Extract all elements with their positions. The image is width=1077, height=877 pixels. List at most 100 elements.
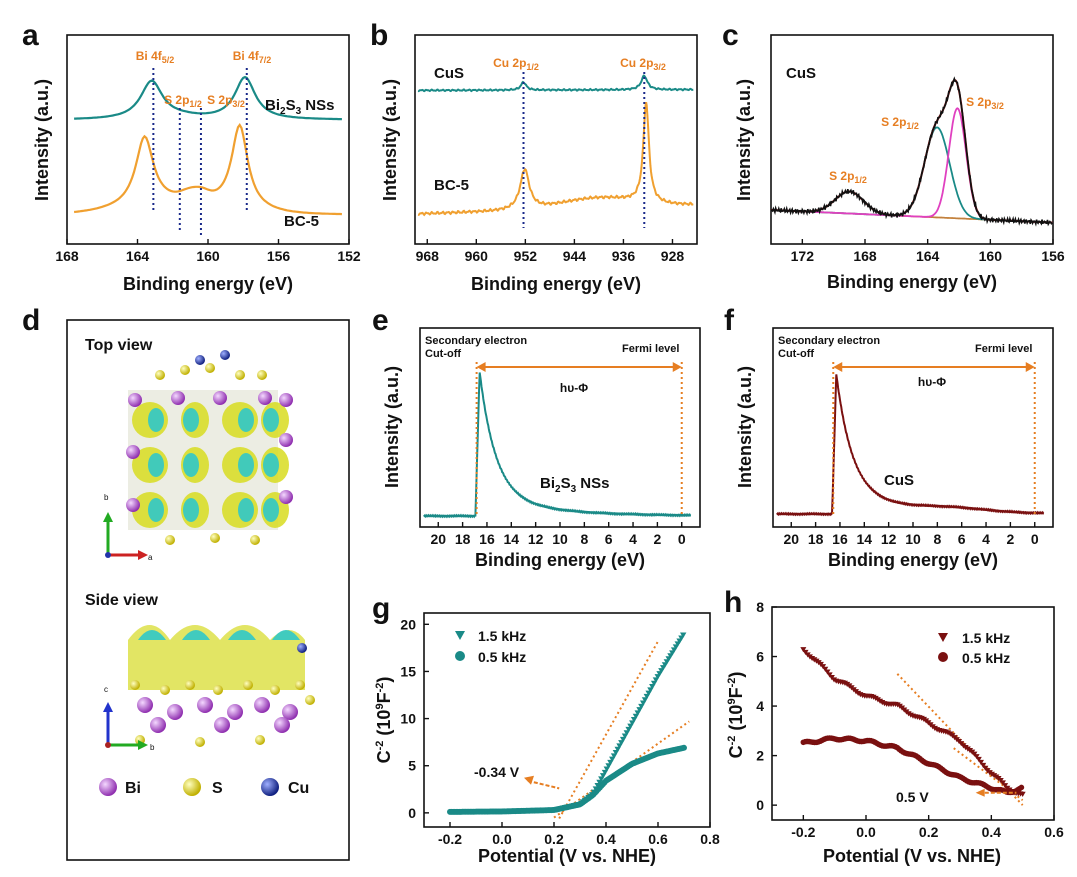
x-tick-label: 16 <box>479 531 495 547</box>
plot-frame-g <box>423 612 711 828</box>
atom-s <box>205 363 215 373</box>
y-tick-label: 0 <box>756 797 764 813</box>
data-point-15khz <box>1002 783 1009 789</box>
side-view-structure <box>128 625 315 747</box>
atom-s <box>210 533 220 543</box>
orbital-lobe <box>148 408 164 432</box>
legend-marker-15khz <box>938 633 948 642</box>
atom-s <box>130 680 140 690</box>
legend-marker-15khz <box>455 631 465 640</box>
flatband-arrowhead <box>975 788 985 797</box>
atom-bi <box>167 704 183 720</box>
atom-s <box>235 370 245 380</box>
atom-bi <box>227 704 243 720</box>
series-label-bc5-b: BC-5 <box>434 177 469 194</box>
y-tick-label: 8 <box>756 599 764 615</box>
atom-legend: Bi S Cu <box>99 778 309 797</box>
x-tick-label: 14 <box>857 531 873 547</box>
atom-s <box>270 685 280 695</box>
axis-triad-top: b a <box>103 493 153 562</box>
atom-s <box>155 370 165 380</box>
plot-frame-f <box>772 327 1054 528</box>
orbital-lobe <box>263 453 279 477</box>
axis-ticks-h: -0.2 0.0 0.2 0.4 0.6 0 2 4 6 8 <box>756 599 1064 840</box>
hv-arrowhead-right <box>672 362 682 372</box>
cutoff-label-f-1: Secondary electron <box>778 335 880 347</box>
atom-s <box>213 685 223 695</box>
ups-spectrum-cus <box>776 374 1045 517</box>
atom-bi <box>150 717 166 733</box>
panel-d: d Top view Side view b a <box>22 304 350 861</box>
y-axis-label-a: Intensity (a.u.) <box>32 79 52 201</box>
x-tick-label: 4 <box>629 531 637 547</box>
panel-e: e Binding energy (eV) Intensity (a.u.) 2… <box>372 304 701 570</box>
peak-label-c-2: S 2p1/2 <box>881 115 919 131</box>
legend-marker-05khz <box>938 652 948 662</box>
panel-c: c Binding energy (eV) Intensity (a.u.) 1… <box>722 19 1065 292</box>
atom-s <box>165 535 175 545</box>
y-tick-label: 0 <box>408 805 416 821</box>
legend-swatch-cu <box>261 778 279 796</box>
hv-label-e: hυ-Φ <box>560 381 588 395</box>
axis-label-c-side: c <box>104 685 108 694</box>
ups-annotation-e <box>475 362 683 517</box>
legend-label-s: S <box>212 780 223 797</box>
x-tick-label: 2 <box>653 531 661 547</box>
x-tick-label: 164 <box>126 248 150 264</box>
y-axis-label-e: Intensity (a.u.) <box>382 366 402 488</box>
x-axis-label-c: Binding energy (eV) <box>827 272 997 292</box>
fermi-label-e: Fermi level <box>622 343 679 355</box>
fermi-label-f: Fermi level <box>975 343 1032 355</box>
x-tick-label: 16 <box>832 531 848 547</box>
panel-letter-h: h <box>724 586 742 619</box>
orbital-lobe <box>183 408 199 432</box>
data-point-15khz <box>973 754 980 760</box>
sample-label-f: CuS <box>884 472 914 489</box>
side-view-label: Side view <box>85 592 158 609</box>
orbital-lobe <box>148 453 164 477</box>
y-tick-label: 10 <box>400 711 416 727</box>
orbital-lobe <box>238 453 254 477</box>
x-axis-label-e: Binding energy (eV) <box>475 550 645 570</box>
atom-bi <box>279 490 293 504</box>
series-line-bc5-b <box>417 102 694 217</box>
axis-triad-side: c b <box>103 685 155 752</box>
atom-cu <box>195 355 205 365</box>
atom-bi <box>213 391 227 405</box>
x-tick-label: 12 <box>528 531 544 547</box>
x-tick-label: 8 <box>933 531 941 547</box>
plot-frame-b <box>414 34 698 245</box>
x-tick-label: 0 <box>678 531 686 547</box>
legend-label-15khz: 1.5 kHz <box>478 628 526 644</box>
atom-bi <box>137 697 153 713</box>
x-tick-label: 0.0 <box>492 831 512 847</box>
tangent-line <box>558 640 659 820</box>
x-tick-label: 0.6 <box>648 831 668 847</box>
panel-letter-e: e <box>372 304 389 337</box>
data-point-15khz <box>975 756 982 763</box>
peak-label-cu2p12: Cu 2p1/2 <box>493 56 539 72</box>
orbital-lobe <box>148 498 164 522</box>
x-tick-label: 0.2 <box>919 824 939 840</box>
atom-s <box>295 680 305 690</box>
y-axis-label-b: Intensity (a.u.) <box>380 79 400 201</box>
plot-frame-c <box>770 34 1054 245</box>
mott-schottky-points-h <box>800 647 1026 806</box>
cutoff-label-e-2: Cut-off <box>425 348 461 360</box>
peak-label-s2p12: S 2p1/2 <box>164 93 202 109</box>
x-tick-label: 20 <box>783 531 799 547</box>
data-point-15khz <box>680 632 687 639</box>
atom-s <box>160 685 170 695</box>
x-ticks-f: 20 18 16 14 12 10 8 6 4 2 0 <box>783 522 1039 547</box>
mott-schottky-points-g <box>447 632 690 820</box>
atom-bi <box>128 393 142 407</box>
ups-annotation-f <box>832 362 1036 517</box>
atom-cu <box>297 643 307 653</box>
y-axis-label-c: Intensity (a.u.) <box>734 79 754 201</box>
legend-label-bi: Bi <box>125 780 141 797</box>
x-tick-label: 8 <box>580 531 588 547</box>
atom-s <box>180 365 190 375</box>
panel-letter-d: d <box>22 304 40 337</box>
flatband-arrowhead <box>524 775 534 785</box>
